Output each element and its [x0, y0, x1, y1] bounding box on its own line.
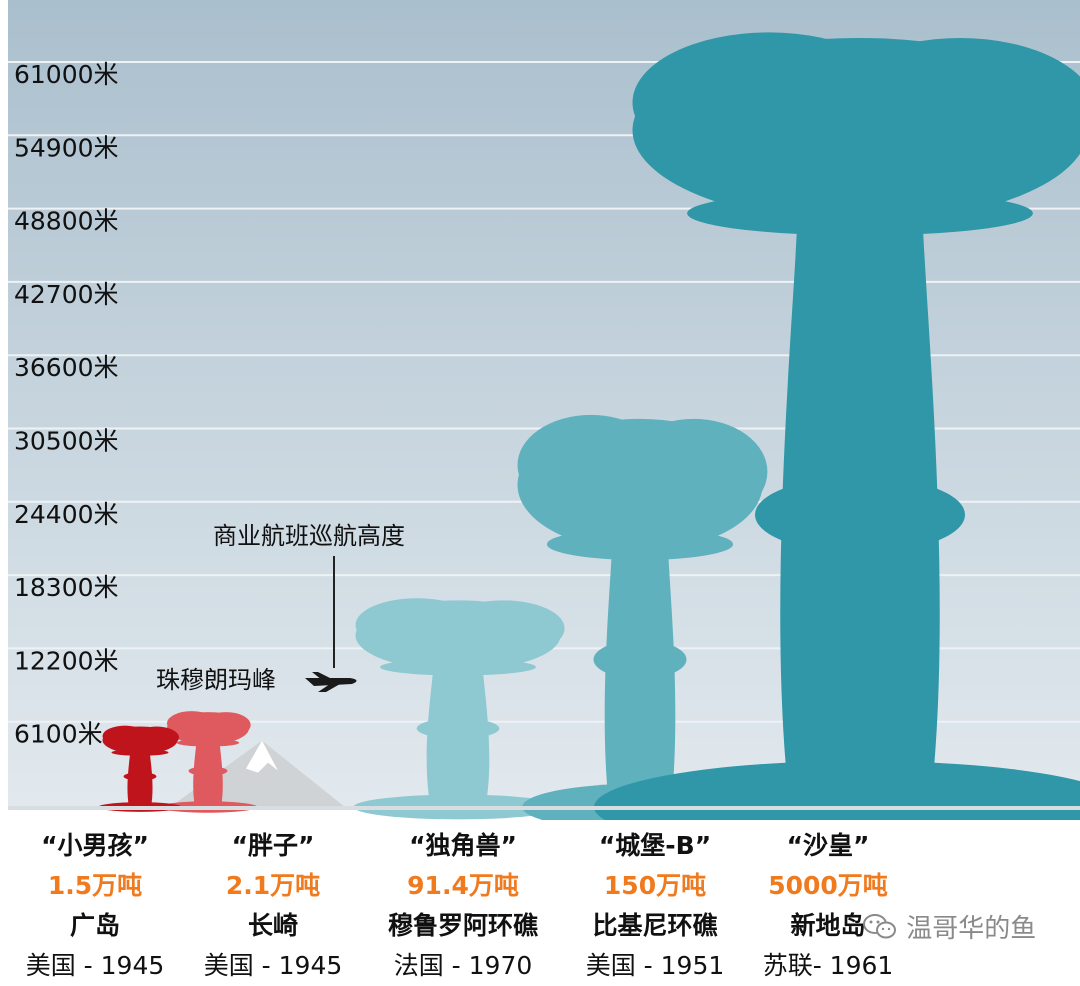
y-tick-label: 12200米 — [14, 646, 119, 675]
bomb-site: 长崎 — [173, 906, 373, 946]
bomb-name: “独角兽” — [363, 826, 563, 866]
chart: 6100米 12200米 18300米 24400米 30500米 36600米 42700… — [0, 0, 1080, 820]
bomb-yield: 1.5万吨 — [0, 866, 195, 906]
y-tick-label: 18300米 — [14, 573, 119, 602]
annotation-cruise-altitude: 商业航班巡航高度 — [213, 522, 405, 550]
bomb-origin: 美国 - 1945 — [173, 946, 373, 986]
bomb-caption: “城堡-B”150万吨比基尼环礁美国 - 1951 — [555, 826, 755, 986]
bomb-caption: “独角兽”91.4万吨穆鲁罗阿环礁法国 - 1970 — [363, 826, 563, 986]
bomb-yield: 2.1万吨 — [173, 866, 373, 906]
bomb-origin: 法国 - 1970 — [363, 946, 563, 986]
y-tick-label: 48800米 — [14, 207, 119, 236]
bomb-yield: 150万吨 — [555, 866, 755, 906]
bomb-caption: “小男孩”1.5万吨广岛美国 - 1945 — [0, 826, 195, 986]
bomb-name: “小男孩” — [0, 826, 195, 866]
bomb-origin: 美国 - 1945 — [0, 946, 195, 986]
wechat-icon — [862, 913, 898, 941]
y-tick-label: 24400米 — [14, 500, 119, 529]
bomb-origin: 苏联- 1961 — [728, 946, 928, 986]
bomb-caption: “胖子”2.1万吨长崎美国 - 1945 — [173, 826, 373, 986]
bomb-yield: 91.4万吨 — [363, 866, 563, 906]
annotation-everest: 珠穆朗玛峰 — [156, 666, 276, 694]
bomb-site: 广岛 — [0, 906, 195, 946]
bomb-yield: 5000万吨 — [728, 866, 928, 906]
y-tick-label: 30500米 — [14, 427, 119, 456]
bomb-name: “城堡-B” — [555, 826, 755, 866]
y-tick-label: 36600米 — [14, 353, 119, 382]
bomb-site: 穆鲁罗阿环礁 — [363, 906, 563, 946]
bomb-name: “胖子” — [173, 826, 373, 866]
bomb-name: “沙皇” — [728, 826, 928, 866]
watermark: 温哥华的鱼 — [862, 908, 1036, 945]
watermark-text: 温哥华的鱼 — [906, 914, 1036, 944]
y-tick-label: 42700米 — [14, 280, 119, 309]
bomb-caption: “沙皇”5000万吨新地岛苏联- 1961 — [728, 826, 928, 986]
y-tick-label: 54900米 — [14, 133, 119, 162]
y-tick-label: 6100米 — [14, 720, 103, 749]
y-tick-label: 61000米 — [14, 60, 119, 89]
bomb-site: 比基尼环礁 — [555, 906, 755, 946]
ground-line — [8, 806, 1080, 810]
bomb-origin: 美国 - 1951 — [555, 946, 755, 986]
